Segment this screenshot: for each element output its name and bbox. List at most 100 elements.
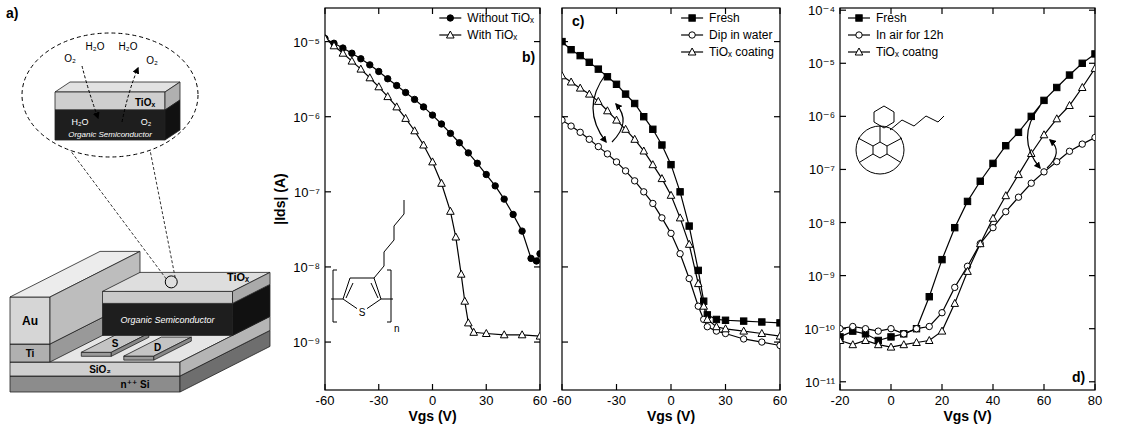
dielectric-front [10,362,180,376]
figure: a)n⁺⁺ SiSiO₂TiAuSDOrganic SemiconductorT… [0,0,1126,427]
legend-marker [447,31,455,38]
fullerene-cage [856,126,904,174]
data-point [461,297,469,304]
y-tick [534,191,540,192]
data-point [977,240,985,247]
data-point [420,141,428,148]
plot-area [325,35,540,340]
x-tick [992,8,993,14]
y-tick-label: 10⁻⁸ [293,260,320,275]
cage-edge [887,138,902,146]
data-point [1041,169,1047,175]
legend: Without TiOₓWith TiOₓ [439,11,534,42]
change-arrow [1047,140,1056,168]
data-point [474,160,480,166]
x-tick-label: 60 [773,393,787,408]
y-tick [774,41,780,42]
hexyl-chain [374,200,404,278]
data-point [622,91,628,97]
y-tick-label: 10⁻⁶ [808,109,835,124]
molecule-p3ht: Sn [331,200,404,334]
y-tick-label: 10⁻⁵ [808,56,835,71]
legend-label: Fresh [876,11,907,25]
data-point [713,323,721,330]
data-point [641,114,647,120]
data-point [840,337,844,344]
y-tick [1089,169,1095,170]
y-tick-label: 10⁻⁴ [808,3,835,18]
data-point [402,114,410,121]
x-tick [1094,384,1095,390]
legend-label: TiOₓ coatng [876,45,938,59]
data-point [1092,134,1095,140]
data-point [586,136,592,142]
legend-marker [688,48,696,55]
label: O₂ [146,55,158,66]
data-point [640,147,648,154]
data-point [1015,171,1023,178]
y-tick [1089,275,1095,276]
y-tick [325,266,331,267]
y-tick [534,41,540,42]
data-point [939,256,945,262]
x-tick-label: 40 [986,393,1000,408]
cage-edge [887,154,900,162]
y-tick [774,116,780,117]
data-point [704,324,710,330]
y-tick-label: 10⁻⁹ [808,269,835,284]
x-axis-title: Vgs (V) [408,408,456,424]
data-point [1015,129,1021,135]
data-point [613,159,619,165]
legend-label: With TiOₓ [467,28,517,42]
x-tick-label: 60 [1037,393,1051,408]
data-point [649,161,657,168]
data-point [659,215,665,221]
series-line [840,68,1095,347]
label: Organic Semiconductor [120,315,215,325]
data-point [677,251,683,257]
data-point [677,189,683,195]
inset-semiconductor-front [55,110,165,140]
diffusion-arrow [82,66,98,118]
data-point [875,341,883,348]
data-point [631,178,637,184]
y-tick [1089,10,1095,11]
x-tick-label: 30 [479,393,493,408]
data-point [888,334,894,340]
label: Ti [26,348,35,359]
au-electrode-front [10,297,50,344]
x-tick-label: 0 [887,393,894,408]
source-front [81,352,111,356]
legend-marker [856,32,862,38]
legend-label: In air for 12h [876,28,943,42]
data-point [533,258,539,264]
data-point [990,160,996,166]
x-tick [616,8,617,14]
x-tick [432,8,433,14]
data-point [1054,84,1060,90]
x-tick [941,8,942,14]
legend-label: Dip in water [709,28,772,42]
legend: Fresh In air for 12h TiOₓ coatng [848,11,943,59]
data-point [465,150,471,156]
data-point [586,59,592,65]
data-point [483,171,489,177]
data-point [862,337,870,344]
data-point [447,207,455,214]
change-arrow [1028,106,1041,168]
data-point [862,325,868,331]
data-point [990,224,996,230]
data-point [686,223,692,229]
x-tick-label: 80 [1088,393,1102,408]
panel: -60-3003060Vgs (V)FreshDip in waterTiOₓ … [553,8,788,424]
data-point [613,116,621,123]
data-point [586,90,594,97]
panel: 10⁻¹¹10⁻¹⁰10⁻⁹10⁻⁸10⁻⁷10⁻⁶10⁻⁵10⁻⁴-20020… [804,3,1102,424]
data-point [939,310,945,316]
y-tick [534,116,540,117]
legend-marker [447,15,453,21]
data-point [1040,131,1048,138]
x-tick [839,384,840,390]
data-point [926,337,934,344]
data-point [840,325,843,331]
